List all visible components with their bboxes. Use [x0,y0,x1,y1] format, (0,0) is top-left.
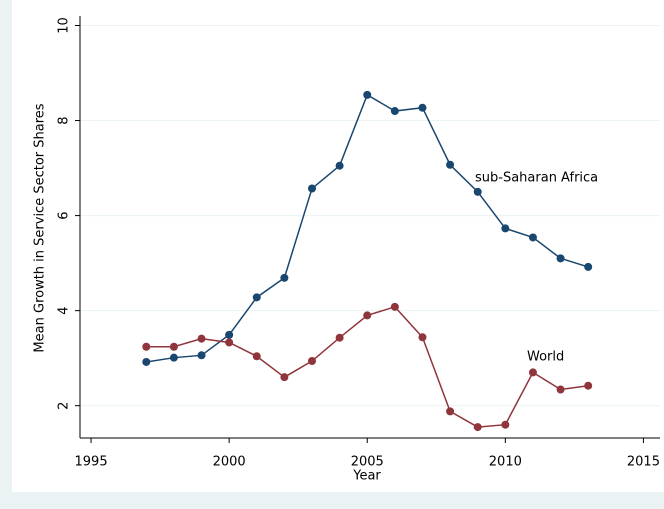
data-point [363,90,372,99]
y-tick-label: 10 [57,17,72,34]
data-point [556,385,565,394]
data-point [225,338,234,347]
data-point [473,423,482,432]
data-point [528,233,537,242]
x-tick-label: 1995 [75,455,108,470]
data-point [197,351,206,360]
data-point [142,357,151,366]
data-point [501,420,510,429]
y-tick-label: 8 [57,116,72,124]
data-point [473,187,482,196]
x-axis-title: Year [352,469,381,484]
data-point [584,262,593,271]
series-label: sub-Saharan Africa [475,171,598,186]
y-tick-label: 2 [57,402,72,410]
data-point [280,373,289,382]
series-label: World [527,350,564,365]
data-point [225,330,234,339]
data-point [418,333,427,342]
graph-region [12,0,664,492]
data-point [446,160,455,169]
data-point [446,407,455,416]
data-point [169,342,178,351]
data-point [252,293,261,302]
data-point [556,254,565,263]
x-tick-label: 2005 [351,455,384,470]
data-point [390,107,399,116]
x-tick-label: 2010 [489,455,522,470]
data-point [142,342,151,351]
data-point [197,334,206,343]
data-point [528,368,537,377]
data-point [169,353,178,362]
data-point [390,302,399,311]
data-point [280,273,289,282]
data-point [584,381,593,390]
y-axis-title: Mean Growth in Service Sector Shares [33,103,48,352]
data-point [308,184,316,193]
y-tick-label: 6 [57,211,72,219]
data-point [252,352,261,361]
data-point [501,224,510,233]
x-tick-label: 2000 [213,455,246,470]
data-point [418,103,427,112]
data-point [335,161,344,170]
data-point [308,357,316,366]
y-tick-label: 4 [57,306,72,314]
data-point [335,333,344,342]
x-tick-label: 2015 [627,455,660,470]
data-point [363,311,372,320]
